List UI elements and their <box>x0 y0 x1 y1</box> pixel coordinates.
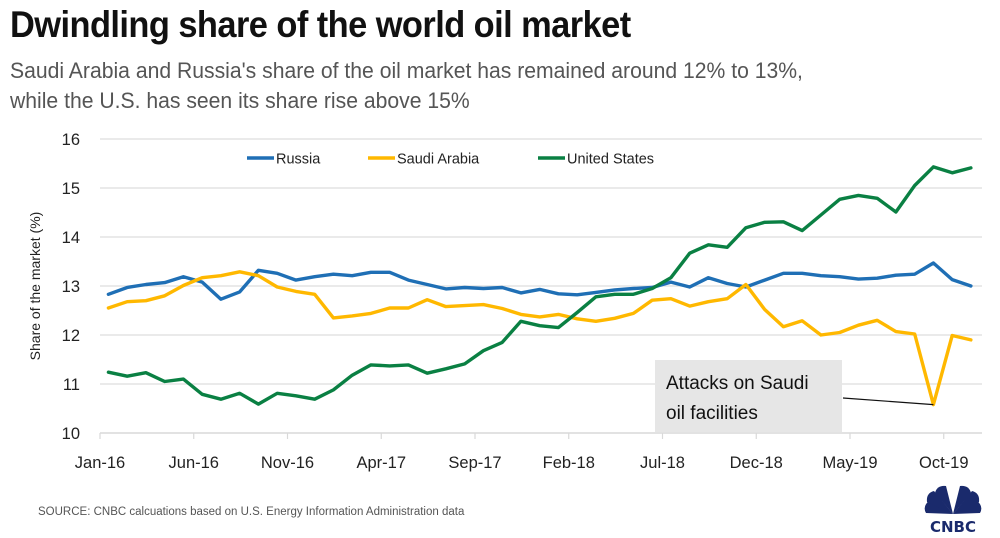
y-tick-label: 14 <box>62 229 80 247</box>
y-axis-title: Share of the market (%) <box>27 212 43 361</box>
x-tick-label: Nov-16 <box>261 454 314 472</box>
y-axis-ticks: 10 11 12 13 14 15 16 <box>62 131 80 443</box>
y-tick-label: 11 <box>63 376 80 394</box>
y-tick-label: 13 <box>62 278 80 296</box>
x-tick-label: Jun-16 <box>169 454 219 472</box>
peacock-feather <box>953 491 980 514</box>
y-tick-label: 15 <box>62 180 80 198</box>
subtitle-line-2: while the U.S. has seen its share rise a… <box>10 88 470 113</box>
peacock-feather <box>953 500 982 514</box>
x-tick-label: Dec-18 <box>730 454 783 472</box>
peacock-feather <box>935 485 953 514</box>
legend-label-united-states: United States <box>567 152 654 168</box>
annotation-leader-line <box>842 397 934 406</box>
annotation-text-line-2: oil facilities <box>666 403 758 424</box>
source-note: SOURCE: CNBC calcuations based on U.S. E… <box>38 506 465 518</box>
legend-label-russia: Russia <box>276 152 321 168</box>
cnbc-peacock-logo: CNBC <box>924 485 982 536</box>
x-tick-label: Apr-17 <box>356 454 406 472</box>
y-tick-label: 10 <box>62 425 80 443</box>
x-tick-label: May-19 <box>822 454 877 472</box>
legend: Russia Saudi Arabia United States <box>247 152 654 168</box>
chart-title: Dwindling share of the world oil market <box>10 4 631 45</box>
cnbc-logo-text: CNBC <box>930 518 976 536</box>
annotation-attacks: Attacks on Saudi oil facilities <box>655 360 934 432</box>
x-tick-label: Oct-19 <box>919 454 969 472</box>
annotation-box <box>655 360 842 432</box>
x-axis: Jan-16 Jun-16 Nov-16 Apr-17 Sep-17 Feb-18 Jul-… <box>75 433 969 472</box>
chart-subtitle: Saudi Arabia and Russia's share of the o… <box>10 56 803 116</box>
x-tick-label: Sep-17 <box>448 454 501 472</box>
series-lines <box>106 165 973 407</box>
peacock-feather <box>926 491 953 514</box>
peacock-feather <box>953 485 971 514</box>
annotation-text-line-1: Attacks on Saudi <box>666 373 809 394</box>
legend-label-saudi-arabia: Saudi Arabia <box>397 152 480 168</box>
gridlines <box>100 138 982 434</box>
subtitle-line-1: Saudi Arabia and Russia's share of the o… <box>10 58 803 83</box>
y-tick-label: 16 <box>62 131 80 149</box>
y-tick-label: 12 <box>62 327 80 345</box>
series-line-russia <box>106 261 973 301</box>
series-line-saudi-arabia <box>106 270 973 407</box>
x-tick-label: Feb-18 <box>543 454 595 472</box>
series-line-united-states <box>106 165 973 406</box>
x-tick-label: Jul-18 <box>640 454 685 472</box>
x-tick-label: Jan-16 <box>75 454 125 472</box>
